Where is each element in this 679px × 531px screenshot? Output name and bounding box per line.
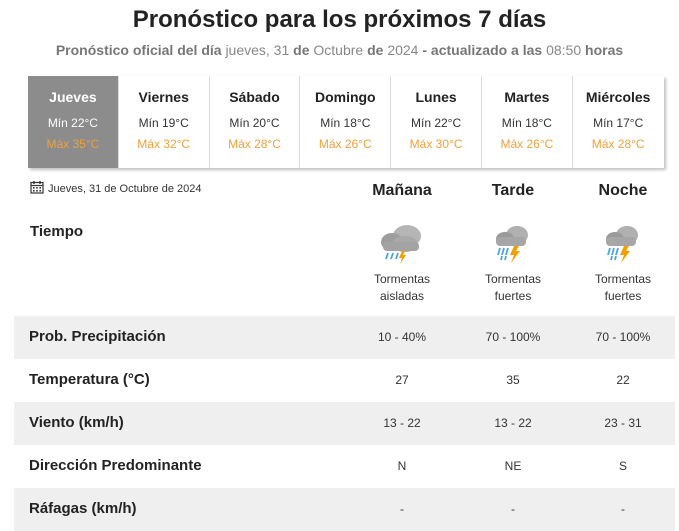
day-max: Máx 28°C bbox=[591, 137, 645, 151]
subtitle-hours: horas bbox=[585, 42, 624, 58]
weather-description: Tormentas fuertes bbox=[594, 272, 652, 303]
row-label: Ráfagas (km/h) bbox=[29, 500, 137, 517]
weather-tarde: Tormentas fuertes bbox=[458, 222, 568, 305]
day-tab-viernes[interactable]: Viernes Mín 19°C Máx 32°C bbox=[119, 76, 210, 168]
subtitle-time: 08:50 bbox=[546, 42, 582, 58]
subtitle-prefix: Pronóstico oficial del día bbox=[55, 42, 222, 58]
row-label: Prob. Precipitación bbox=[29, 328, 166, 345]
day-max: Máx 28°C bbox=[228, 137, 281, 151]
page-title: Pronóstico para los próximos 7 días bbox=[132, 6, 547, 33]
row-label: Viento (km/h) bbox=[29, 414, 124, 431]
row-value: 22 bbox=[616, 373, 630, 387]
day-name: Miércoles bbox=[585, 89, 651, 105]
subtitle-de-2: de bbox=[367, 42, 384, 58]
row-temperature: Temperatura (°C) 27 35 22 bbox=[14, 359, 675, 402]
day-tab-domingo[interactable]: Domingo Mín 18°C Máx 26°C bbox=[300, 76, 392, 168]
calendar-icon bbox=[30, 180, 44, 197]
day-min: Mín 18°C bbox=[501, 116, 552, 130]
row-label: Dirección Predominante bbox=[29, 457, 202, 474]
row-value: 10 - 40% bbox=[377, 330, 427, 344]
day-name: Jueves bbox=[49, 89, 97, 105]
isolated-storm-cloud-icon bbox=[381, 225, 421, 264]
row-label: Temperatura (°C) bbox=[29, 371, 150, 388]
row-value: 13 - 22 bbox=[383, 416, 421, 430]
weather-noche: Tormentas fuertes bbox=[568, 222, 678, 305]
day-tab-jueves[interactable]: Jueves Mín 22°C Máx 35°C bbox=[28, 76, 119, 168]
row-value: - bbox=[621, 502, 625, 516]
row-value: 70 - 100% bbox=[485, 330, 541, 344]
day-max: Máx 32°C bbox=[137, 137, 191, 151]
day-min: Mín 20°C bbox=[229, 116, 280, 130]
row-value: - bbox=[511, 502, 515, 516]
column-tarde: Tarde bbox=[491, 182, 535, 199]
subtitle-day: jueves, 31 bbox=[225, 42, 290, 58]
day-name: Domingo bbox=[314, 89, 376, 105]
row-wind-direction: Dirección Predominante N NE S bbox=[14, 445, 675, 488]
row-value: 27 bbox=[395, 373, 409, 387]
day-tab-lunes[interactable]: Lunes Mín 22°C Máx 30°C bbox=[391, 76, 482, 168]
row-value: S bbox=[618, 459, 627, 473]
day-max: Máx 30°C bbox=[409, 137, 463, 151]
day-min: Mín 17°C bbox=[593, 116, 644, 130]
strong-storm-cloud-icon bbox=[496, 226, 528, 263]
day-tab-sabado[interactable]: Sábado Mín 20°C Máx 28°C bbox=[210, 76, 301, 168]
day-min: Mín 22°C bbox=[411, 116, 462, 130]
row-value: 13 - 22 bbox=[494, 416, 532, 430]
row-gusts: Ráfagas (km/h) - - - bbox=[14, 488, 675, 531]
row-value: NE bbox=[504, 459, 522, 473]
day-name: Martes bbox=[504, 89, 550, 105]
day-name: Viernes bbox=[138, 89, 189, 105]
day-min: Mín 18°C bbox=[320, 116, 371, 130]
subtitle-updated: - actualizado a las bbox=[422, 42, 543, 58]
row-value: 70 - 100% bbox=[595, 330, 651, 344]
day-tab-martes[interactable]: Martes Mín 18°C Máx 26°C bbox=[482, 76, 573, 168]
tiempo-label: Tiempo bbox=[30, 223, 84, 240]
column-manana: Mañana bbox=[372, 182, 432, 199]
weather-description: Tormentas fuertes bbox=[484, 272, 542, 303]
selected-date-text: Jueves, 31 de Octubre de 2024 bbox=[48, 182, 202, 195]
day-max: Máx 26°C bbox=[500, 137, 554, 151]
day-tab-miercoles[interactable]: Miércoles Mín 17°C Máx 28°C bbox=[573, 76, 664, 168]
weather-description: Tormentas aisladas bbox=[373, 272, 431, 303]
row-value: 23 - 31 bbox=[604, 416, 642, 430]
row-value: 35 bbox=[506, 373, 520, 387]
selected-date: Jueves, 31 de Octubre de 2024 bbox=[30, 180, 202, 197]
subtitle-month: Octubre bbox=[313, 42, 364, 58]
subtitle-de-1: de bbox=[293, 42, 310, 58]
row-wind: Viento (km/h) 13 - 22 13 - 22 23 - 31 bbox=[14, 402, 675, 445]
row-value: - bbox=[400, 502, 404, 516]
day-max: Máx 35°C bbox=[46, 137, 100, 151]
weather-manana: Tormentas aisladas bbox=[347, 222, 457, 305]
day-tabs: Jueves Mín 22°C Máx 35°C Viernes Mín 19°… bbox=[28, 76, 664, 168]
day-name: Lunes bbox=[415, 89, 457, 105]
column-noche: Noche bbox=[598, 182, 648, 199]
row-precipitation: Prob. Precipitación 10 - 40% 70 - 100% 7… bbox=[14, 316, 675, 359]
strong-storm-cloud-icon bbox=[606, 226, 638, 263]
day-max: Máx 26°C bbox=[318, 137, 372, 151]
day-name: Sábado bbox=[229, 89, 280, 105]
subtitle-year: 2024 bbox=[387, 42, 419, 58]
day-min: Mín 19°C bbox=[138, 116, 189, 130]
forecast-subtitle: Pronóstico oficial del día jueves, 31 de… bbox=[0, 42, 679, 58]
row-value: N bbox=[397, 459, 407, 473]
day-min: Mín 22°C bbox=[47, 116, 98, 130]
